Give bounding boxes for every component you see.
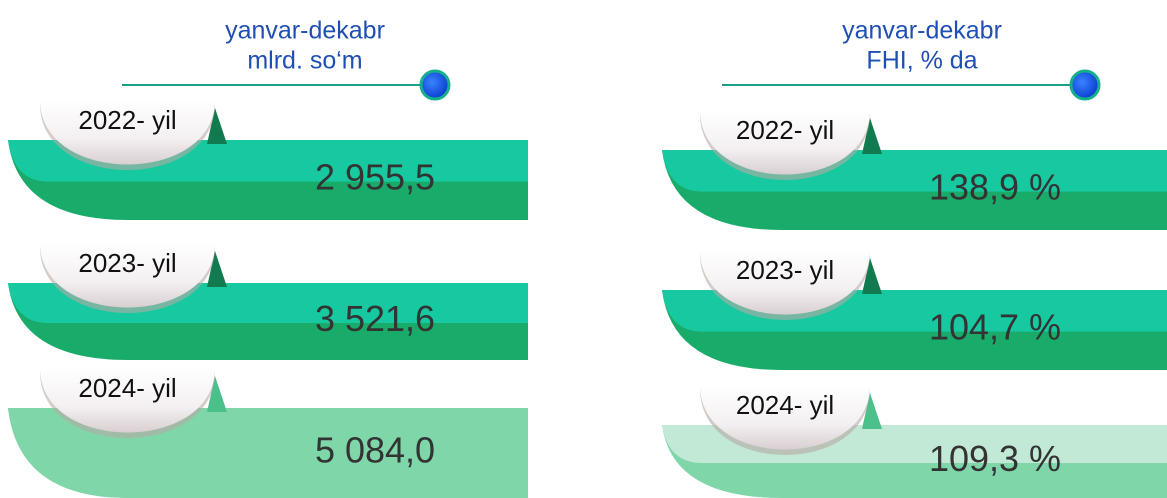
tab-notch [207, 108, 227, 144]
tab-notch [207, 251, 227, 287]
year-label: 2022- yil [78, 105, 176, 135]
year-tab [40, 368, 215, 433]
year-label: 2022- yil [736, 115, 834, 145]
year-tab [700, 385, 870, 450]
header-line-2: FHI, % da [866, 47, 977, 75]
year-tab [40, 243, 215, 308]
row-value: 104,7 % [929, 307, 1061, 348]
tab-notch [862, 393, 882, 429]
row-value: 109,3 % [929, 438, 1061, 479]
year-label: 2023- yil [736, 255, 834, 285]
year-label: 2023- yil [78, 248, 176, 278]
header-line-1: yanvar-dekabr [225, 17, 385, 45]
header-dot [1069, 69, 1101, 101]
tab-notch [862, 258, 882, 294]
header-dot [419, 69, 451, 101]
header-line-1: yanvar-dekabr [842, 17, 1002, 45]
year-tab [700, 250, 870, 315]
tab-notch [207, 376, 227, 412]
row-value: 138,9 % [929, 167, 1061, 208]
row-value: 2 955,5 [315, 157, 435, 198]
year-tab [700, 110, 870, 175]
tab-notch [862, 118, 882, 154]
year-label: 2024- yil [736, 390, 834, 420]
year-label: 2024- yil [78, 373, 176, 403]
row-value: 5 084,0 [315, 430, 435, 471]
row-value: 3 521,6 [315, 298, 435, 339]
year-tab [40, 100, 215, 165]
header-line-2: mlrd. so‘m [247, 47, 362, 75]
